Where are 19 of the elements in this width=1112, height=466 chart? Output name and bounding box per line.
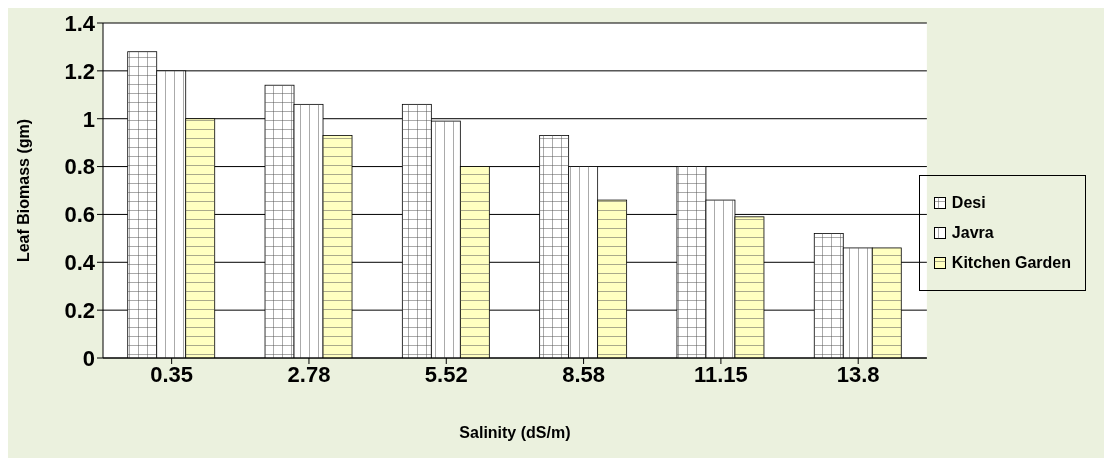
x-axis-title: Salinity (dS/m) bbox=[459, 424, 571, 441]
x-tick-label: 0.35 bbox=[150, 361, 194, 387]
y-tick-label: 0.4 bbox=[64, 250, 96, 276]
x-tick-label: 11.15 bbox=[693, 361, 748, 387]
legend-label: Desi bbox=[951, 193, 986, 213]
legend-label: Kitchen Garden bbox=[951, 253, 1071, 273]
y-tick-label: 0.6 bbox=[64, 202, 95, 228]
y-tick-label: 0 bbox=[82, 345, 95, 371]
y-axis-title: Leaf Biomass (gm) bbox=[14, 118, 32, 263]
x-tick-label: 2.78 bbox=[287, 361, 331, 387]
y-tick-label: 1 bbox=[82, 106, 95, 132]
x-tick-label: 8.58 bbox=[562, 361, 605, 387]
legend-label: Javra bbox=[951, 223, 994, 243]
y-tick-label: 1.4 bbox=[64, 10, 96, 36]
x-tick-label: 13.8 bbox=[836, 361, 880, 387]
y-tick-label: 1.2 bbox=[64, 58, 95, 84]
x-tick-label: 5.52 bbox=[424, 361, 468, 387]
y-tick-label: 0.2 bbox=[64, 297, 95, 323]
y-tick-label: 0.8 bbox=[64, 154, 95, 180]
